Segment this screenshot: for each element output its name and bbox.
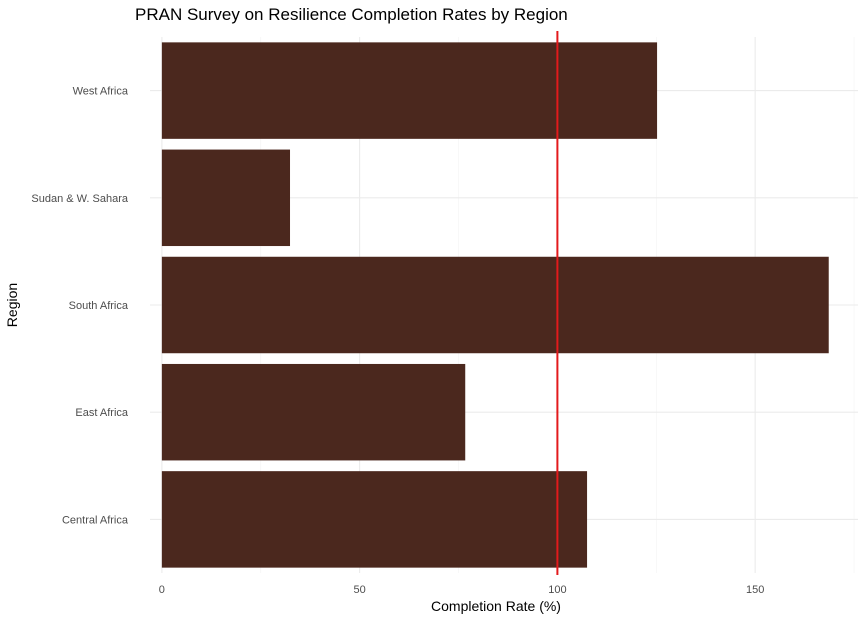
y-tick-label: Central Africa xyxy=(62,514,129,526)
bar-central-africa xyxy=(161,471,588,568)
chart-title: PRAN Survey on Resilience Completion Rat… xyxy=(135,5,568,24)
x-axis-title: Completion Rate (%) xyxy=(431,598,561,614)
x-tick-label: 150 xyxy=(746,584,764,596)
x-tick-label: 100 xyxy=(548,584,566,596)
bar-south-africa xyxy=(161,256,829,354)
y-tick-label: West Africa xyxy=(73,86,129,98)
bars xyxy=(161,42,829,568)
bar-sudan-w-sahara xyxy=(161,149,291,247)
y-tick-label: South Africa xyxy=(69,300,129,312)
x-tick-label: 0 xyxy=(159,584,165,596)
y-tick-label: Sudan & W. Sahara xyxy=(31,193,128,205)
y-tick-label: East Africa xyxy=(75,407,128,419)
x-tick-labels: 0 50 100 150 xyxy=(159,584,765,596)
y-axis-title: Region xyxy=(4,283,20,327)
bar-east-africa xyxy=(161,363,466,461)
bar-west-africa xyxy=(161,42,658,139)
x-tick-label: 50 xyxy=(354,584,366,596)
y-tick-labels: Central Africa East Africa South Africa Sud… xyxy=(31,86,129,527)
